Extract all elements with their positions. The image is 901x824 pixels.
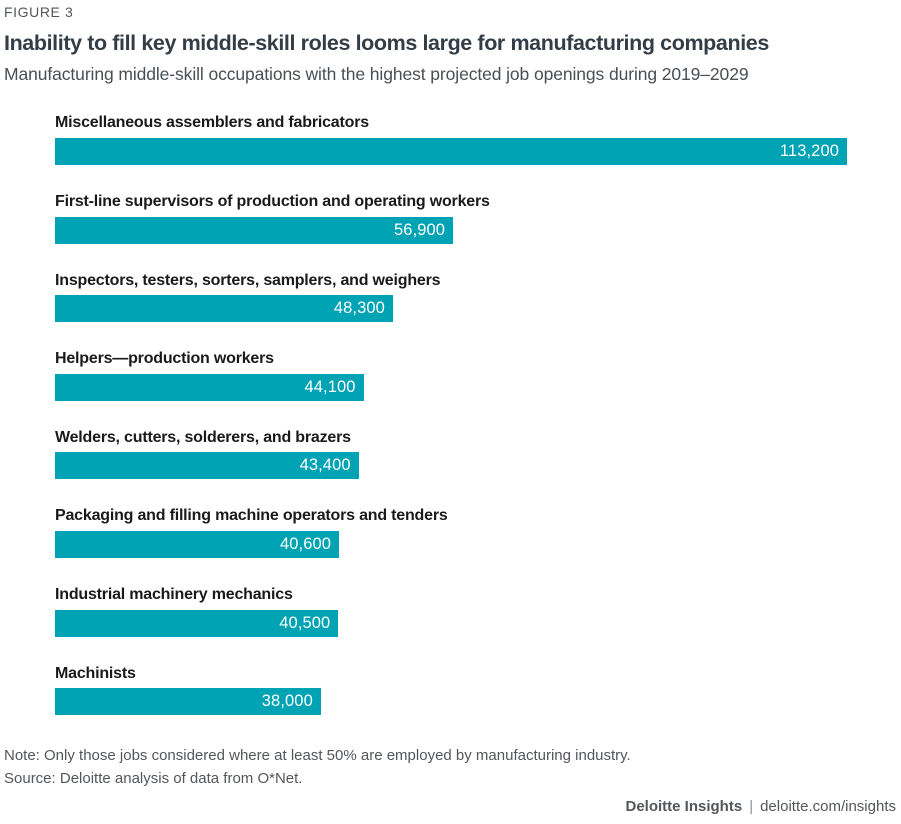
chart-notes: Note: Only those jobs considered where a… <box>4 744 901 791</box>
note-text: Note: Only those jobs considered where a… <box>4 747 631 765</box>
chart-row: Industrial machinery mechanics 40,500 <box>55 586 847 637</box>
chart-row: Miscellaneous assemblers and fabricators… <box>55 114 847 166</box>
footer-link[interactable]: deloitte.com/insights <box>760 798 896 815</box>
figure-number-label: FIGURE 3 <box>4 4 74 20</box>
chart-row: Inspectors, testers, sorters, samplers, … <box>55 272 847 323</box>
bar: 113,200 <box>55 138 847 166</box>
footer-attribution: Deloitte Insights | deloitte.com/insight… <box>626 798 897 815</box>
bar-value-label: 40,600 <box>279 534 332 553</box>
bar-category-label: Welders, cutters, solderers, and brazers <box>55 428 351 446</box>
bar-category-label: Helpers—production workers <box>55 350 274 368</box>
chart-title: Inability to fill key middle-skill roles… <box>4 30 769 55</box>
bar-value-label: 38,000 <box>261 692 313 711</box>
bar-category-label: Miscellaneous assemblers and fabricators <box>55 114 369 132</box>
source-text: Source: Deloitte analysis of data from O… <box>4 770 303 788</box>
chart-subtitle: Manufacturing middle-skill occupations w… <box>4 63 749 84</box>
bar-value-label: 56,900 <box>394 220 446 239</box>
bar: 44,100 <box>55 373 364 401</box>
chart-row: Welders, cutters, solderers, and brazers… <box>55 429 847 480</box>
bar: 40,600 <box>55 530 340 558</box>
deloitte-insights-brand: Deloitte Insights <box>625 798 743 815</box>
footer-separator: | <box>749 798 754 815</box>
bar-value-label: 48,300 <box>333 299 385 318</box>
bar: 43,400 <box>55 452 359 480</box>
bar-category-label: Packaging and filling machine operators … <box>55 507 448 525</box>
bar-value-label: 44,100 <box>304 377 356 396</box>
bar-category-label: Industrial machinery mechanics <box>55 585 293 603</box>
bar-category-label: Inspectors, testers, sorters, samplers, … <box>55 271 441 289</box>
chart-row: Helpers—production workers 44,100 <box>55 350 847 401</box>
bar: 56,900 <box>55 216 454 244</box>
bar-value-label: 113,200 <box>779 142 839 161</box>
bar: 38,000 <box>55 688 321 716</box>
bar-chart: Miscellaneous assemblers and fabricators… <box>55 114 847 716</box>
bar: 40,500 <box>55 609 339 637</box>
chart-row: Machinists 38,000 <box>55 665 847 716</box>
bar: 48,300 <box>55 295 393 323</box>
bar-category-label: Machinists <box>55 664 136 682</box>
bar-category-label: First-line supervisors of production and… <box>55 193 490 211</box>
chart-row: First-line supervisors of production and… <box>55 193 847 244</box>
bar-value-label: 40,500 <box>279 613 331 632</box>
chart-row: Packaging and filling machine operators … <box>55 507 847 558</box>
bar-value-label: 43,400 <box>299 456 351 475</box>
